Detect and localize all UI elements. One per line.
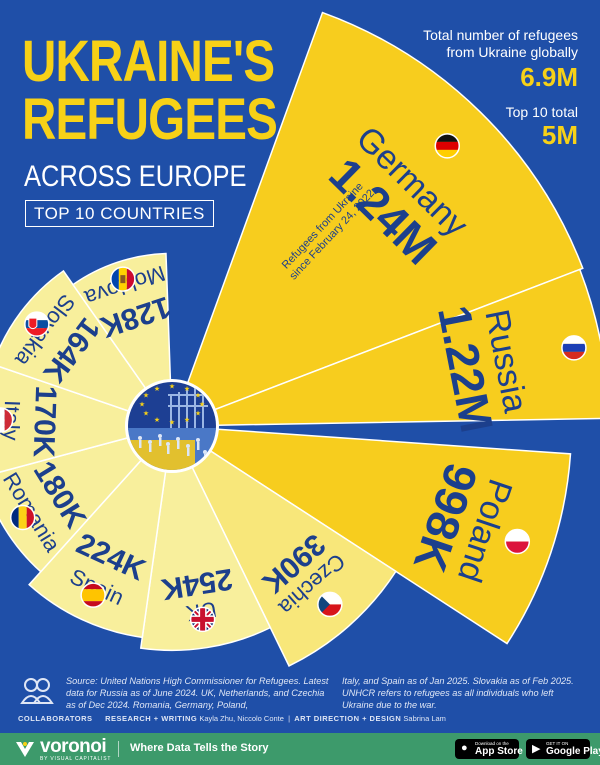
romania-flag-icon <box>9 504 36 531</box>
research-names: Kayla Zhu, Niccolo Conte <box>199 714 284 723</box>
eu-star-icon: ★ <box>154 385 160 393</box>
russia-flag-icon <box>561 335 587 361</box>
people-icon <box>20 678 54 704</box>
footer-divider <box>118 741 119 757</box>
label-group-italy: Italy170K <box>0 385 62 458</box>
moldova-flag-icon <box>110 266 136 292</box>
credits: COLLABORATORS RESEARCH + WRITING Kayla Z… <box>18 714 446 723</box>
top10-total-label: Top 10 total <box>505 104 578 120</box>
app-store-button[interactable]: ● Download on the App Store <box>455 739 523 759</box>
eu-star-icon: ★ <box>139 401 145 409</box>
global-total-label-2: from Ukraine globally <box>446 44 579 60</box>
eu-star-icon: ★ <box>154 416 160 424</box>
eu-star-icon: ★ <box>199 401 205 409</box>
global-total-value: 6.9M <box>520 62 578 92</box>
art-label: ART DIRECTION + DESIGN <box>294 714 402 723</box>
eu-star-icon: ★ <box>143 392 149 400</box>
eu-star-icon: ★ <box>184 416 190 424</box>
apple-icon: ● <box>461 742 468 754</box>
uk-flag-icon <box>189 606 216 633</box>
title-line-2: REFUGEES <box>22 87 278 152</box>
source-note-col2: Italy, and Spain as of Jan 2025. Slovaki… <box>342 676 574 710</box>
research-label: RESEARCH + WRITING <box>105 714 198 723</box>
collaborators-label: COLLABORATORS <box>18 714 93 723</box>
poland-flag-icon <box>504 528 531 555</box>
value-label: 170K <box>27 385 62 458</box>
google-play-small-text: GET IT ON <box>546 741 569 746</box>
app-store-label: App Store <box>475 746 523 757</box>
art-names: Sabrina Lam <box>403 714 446 723</box>
eu-star-icon: ★ <box>195 392 201 400</box>
czechia-flag-icon <box>317 591 343 618</box>
slovakia-flag-icon <box>24 311 50 337</box>
google-play-button[interactable]: ▶ GET IT ON Google Play <box>526 739 600 759</box>
google-play-label: Google Play <box>546 746 600 757</box>
brand-name: voronoi <box>40 736 107 757</box>
tagline: Where Data Tells the Story <box>130 742 269 754</box>
germany-flag-icon <box>434 133 461 159</box>
voronoi-logo-icon <box>16 742 34 757</box>
play-icon: ▶ <box>532 743 541 755</box>
spain-flag-icon <box>80 582 106 608</box>
global-total-label-1: Total number of refugees <box>423 27 578 43</box>
app-store-small-text: Download on the <box>475 741 509 746</box>
eu-star-icon: ★ <box>169 383 175 391</box>
italy-flag-icon <box>0 407 14 433</box>
footer-bar: voronoi BY VISUAL CAPITALIST Where Data … <box>0 733 600 765</box>
title-line-1: UKRAINE'S <box>22 29 275 94</box>
eu-star-icon: ★ <box>195 410 201 418</box>
source-note-col1: Source: United Nations High Commissioner… <box>66 676 329 710</box>
eu-star-icon: ★ <box>169 419 175 427</box>
eu-hub-icon: ★★★★★★★★★ ★ ★★ <box>125 379 219 473</box>
subtitle: ACROSS EUROPE <box>24 160 247 193</box>
top10-total-value: 5M <box>541 120 578 150</box>
eu-star-icon: ★ <box>143 410 149 418</box>
top-10-badge: TOP 10 COUNTRIES <box>25 200 214 227</box>
eu-star-icon: ★ <box>184 385 190 393</box>
brand-subtitle: BY VISUAL CAPITALIST <box>40 756 112 762</box>
